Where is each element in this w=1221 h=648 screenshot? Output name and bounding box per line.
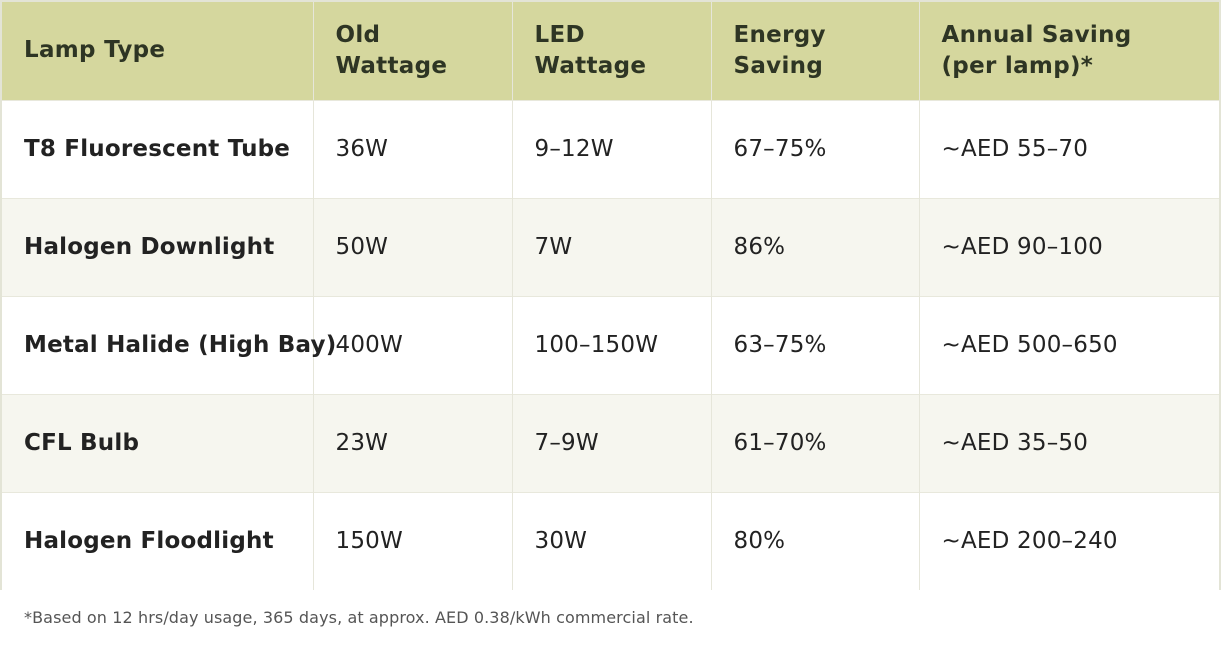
cell-led-wattage: 7W xyxy=(511,198,711,296)
footnote: *Based on 12 hrs/day usage, 365 days, at… xyxy=(24,608,694,627)
cell-old-wattage: 150W xyxy=(312,492,512,590)
cell-led-wattage: 7–9W xyxy=(511,394,711,492)
cell-old-wattage: 50W xyxy=(312,198,512,296)
lamp-comparison-table-container: Lamp Type Old Wattage LED Wattage Energy… xyxy=(0,0,1221,590)
cell-annual-saving: ~AED 200–240 xyxy=(918,492,1219,590)
table-row: T8 Fluorescent Tube 36W 9–12W 67–75% ~AE… xyxy=(2,100,1219,198)
cell-old-wattage: 23W xyxy=(312,394,512,492)
cell-energy-saving: 63–75% xyxy=(710,296,919,394)
header-lamp-type-line-1: Lamp Type xyxy=(24,37,166,64)
cell-old-wattage: 400W xyxy=(312,296,512,394)
table-row: CFL Bulb 23W 7–9W 61–70% ~AED 35–50 xyxy=(2,394,1219,492)
cell-energy-saving: 61–70% xyxy=(710,394,919,492)
header-old-wattage-line-2: Wattage xyxy=(335,52,448,79)
table-body: T8 Fluorescent Tube 36W 9–12W 67–75% ~AE… xyxy=(2,100,1219,590)
cell-energy-saving: 67–75% xyxy=(710,100,919,198)
cell-lamp-type: CFL Bulb xyxy=(24,430,140,456)
cell-lamp-type: Metal Halide (High Bay) xyxy=(24,332,337,358)
header-energy-saving: Energy Saving xyxy=(710,2,919,100)
header-energy-saving-line-2: Saving xyxy=(733,52,824,79)
header-energy-saving-line-1: Energy xyxy=(733,21,826,48)
cell-annual-saving: ~AED 90–100 xyxy=(918,198,1219,296)
cell-energy-saving: 86% xyxy=(710,198,919,296)
lamp-comparison-table: Lamp Type Old Wattage LED Wattage Energy… xyxy=(2,2,1219,590)
cell-lamp-type: Halogen Downlight xyxy=(24,234,275,260)
header-old-wattage-line-1: Old xyxy=(335,21,381,48)
cell-old-wattage: 36W xyxy=(312,100,512,198)
header-led-wattage-line-2: Wattage xyxy=(534,52,647,79)
cell-annual-saving: ~AED 55–70 xyxy=(918,100,1219,198)
table-row: Halogen Downlight 50W 7W 86% ~AED 90–100 xyxy=(2,198,1219,296)
table-row: Metal Halide (High Bay) 400W 100–150W 63… xyxy=(2,296,1219,394)
cell-lamp-type: Halogen Floodlight xyxy=(24,528,274,555)
header-old-wattage: Old Wattage xyxy=(312,2,512,100)
header-annual-saving-line-2: (per lamp)* xyxy=(941,52,1094,79)
cell-led-wattage: 30W xyxy=(511,492,711,590)
cell-lamp-type: T8 Fluorescent Tube xyxy=(24,136,291,162)
header-led-wattage: LED Wattage xyxy=(511,2,711,100)
cell-energy-saving: 80% xyxy=(710,492,919,590)
cell-led-wattage: 100–150W xyxy=(511,296,711,394)
header-lamp-type: Lamp Type xyxy=(2,2,313,100)
header-led-wattage-line-1: LED xyxy=(534,21,585,48)
cell-annual-saving: ~AED 35–50 xyxy=(918,394,1219,492)
table-row: Halogen Floodlight 150W 30W 80% ~AED 200… xyxy=(2,492,1219,590)
header-annual-saving: Annual Saving (per lamp)* xyxy=(918,2,1219,100)
table-header: Lamp Type Old Wattage LED Wattage Energy… xyxy=(2,2,1219,100)
cell-annual-saving: ~AED 500–650 xyxy=(918,296,1219,394)
header-annual-saving-line-1: Annual Saving xyxy=(941,21,1132,48)
header-row: Lamp Type Old Wattage LED Wattage Energy… xyxy=(2,2,1219,100)
cell-led-wattage: 9–12W xyxy=(511,100,711,198)
